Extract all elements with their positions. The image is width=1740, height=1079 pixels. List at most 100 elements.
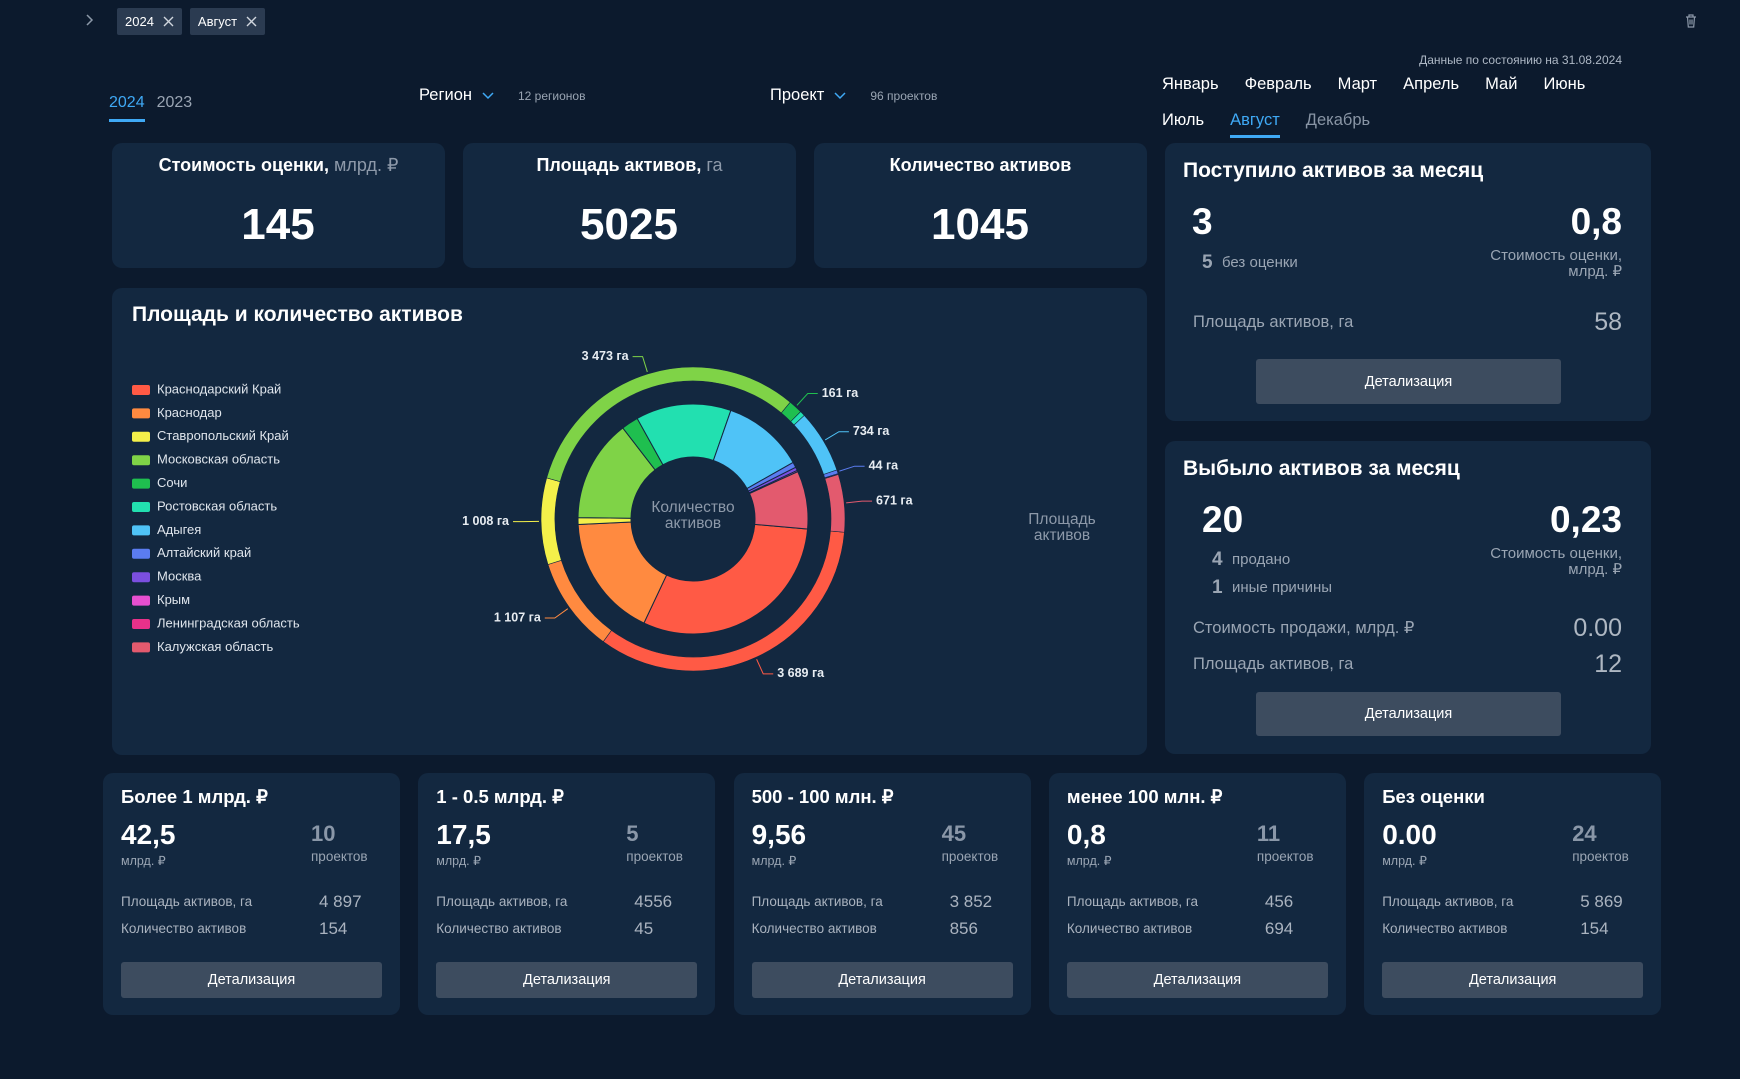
- kpi-title: Площадь активов, га: [463, 155, 796, 176]
- details-button[interactable]: Детализация: [436, 962, 698, 998]
- segment-value: 42,5: [121, 819, 176, 850]
- segment-title: 1 - 0.5 млрд. ₽: [436, 786, 564, 807]
- segment-row-value: 4 897: [319, 892, 362, 911]
- legend-label: Ставропольский Край: [157, 428, 289, 443]
- dropdown-chevron[interactable]: [834, 91, 846, 100]
- segment-unit: млрд. ₽: [1066, 853, 1112, 868]
- chart-title: Площадь и количество активов: [132, 302, 463, 326]
- kpi-title-text: Площадь активов,: [536, 155, 702, 175]
- kpi-value: 145: [241, 199, 315, 249]
- leader-line: [839, 465, 865, 472]
- leader-line: [756, 659, 774, 675]
- chevron: [834, 92, 846, 100]
- month-tab[interactable]: Июль: [1162, 111, 1205, 129]
- year-tabs: 2024 2023: [109, 92, 192, 122]
- segment-projects: 11: [1256, 821, 1281, 846]
- card-count: 20: [1202, 499, 1244, 540]
- month-tab[interactable]: Август: [1230, 109, 1280, 138]
- segment-unit: млрд. ₽: [436, 853, 482, 868]
- segment-label: 734 га: [853, 424, 891, 438]
- sub-label: без оценки: [1222, 254, 1298, 271]
- segment-label: 671 га: [876, 493, 914, 507]
- kpi-title-text: Стоимость оценки,: [158, 155, 329, 175]
- segment-row-label: Площадь активов, га: [436, 894, 568, 909]
- details-button[interactable]: Детализация: [1066, 962, 1328, 998]
- chip-remove[interactable]: [246, 16, 257, 27]
- legend-swatch: [132, 619, 150, 629]
- segment-row-label: Площадь активов, га: [1382, 894, 1514, 909]
- month-tab[interactable]: Февраль: [1244, 75, 1312, 93]
- row-value: 0.00: [1573, 614, 1622, 642]
- filter-chip[interactable]: Август: [189, 8, 266, 35]
- delete-icon[interactable]: [1684, 13, 1698, 29]
- sub-label: иные причины: [1232, 579, 1333, 596]
- details-button[interactable]: Детализация: [1382, 962, 1644, 998]
- dropdown-note: 12 регионов: [517, 88, 586, 103]
- ring-annotation: Площадь активов: [1028, 511, 1096, 544]
- chevron: [86, 14, 94, 26]
- dropdown-label[interactable]: Проект: [770, 86, 825, 104]
- chip-remove[interactable]: [163, 16, 174, 27]
- trash: [1686, 14, 1696, 28]
- row-label: Стоимость продажи, млрд. ₽: [1193, 619, 1415, 637]
- legend-swatch: [132, 525, 150, 536]
- legend-label: Краснодарский Край: [157, 381, 281, 396]
- dropdown: Проект 96 проектов: [770, 86, 937, 105]
- dropdown-note: 96 проектов: [870, 88, 938, 103]
- legend-label: Калужская область: [157, 639, 273, 654]
- legend-swatch: [132, 431, 150, 442]
- legend-swatch: [132, 572, 150, 583]
- month-tab[interactable]: Июнь: [1543, 75, 1586, 93]
- segment-label: 161 га: [822, 386, 860, 400]
- legend-label: Сочи: [157, 475, 187, 490]
- month-tab[interactable]: Март: [1337, 75, 1378, 93]
- legend-label: Крым: [157, 592, 190, 607]
- legend-swatch: [132, 408, 150, 419]
- legend-label: Ленинградская область: [157, 615, 300, 630]
- donut-chart: Краснодарский Край Краснодар Ставропольски…: [132, 349, 914, 680]
- expand-chevron[interactable]: [84, 12, 96, 28]
- details-button[interactable]: Детализация: [1256, 359, 1561, 404]
- segment-unit: млрд. ₽: [121, 853, 166, 868]
- segment-projects: 24: [1572, 821, 1597, 846]
- month-tab[interactable]: Апрель: [1403, 75, 1460, 93]
- kpi-card: [112, 143, 445, 268]
- segment-row-value: 856: [949, 919, 978, 938]
- legend-label: Москва: [157, 569, 202, 584]
- segment-row-label: Количество активов: [436, 921, 562, 936]
- year-tab[interactable]: 2024: [109, 92, 145, 122]
- sub-count: 1: [1212, 576, 1223, 598]
- row-label: Площадь активов, га: [1193, 655, 1354, 673]
- filter-chip[interactable]: 2024: [117, 8, 182, 35]
- legend-swatch: [132, 385, 150, 395]
- chevron: [482, 92, 494, 100]
- segment-unit: млрд. ₽: [1382, 853, 1427, 868]
- legend-label: Краснодар: [157, 405, 222, 420]
- dropdown-label[interactable]: Регион: [419, 86, 472, 104]
- details-button[interactable]: Детализация: [751, 962, 1013, 998]
- dropdown-chevron[interactable]: [482, 91, 494, 100]
- data-status: Данные по состоянию на 31.08.2024: [1419, 53, 1622, 67]
- row-value: 12: [1594, 650, 1622, 678]
- month-tab[interactable]: Январь: [1162, 75, 1219, 93]
- legend-swatch: [132, 595, 150, 606]
- details-button[interactable]: Детализация: [121, 962, 382, 998]
- cross: [163, 16, 174, 27]
- card-value-label: млрд. ₽: [1568, 561, 1622, 578]
- legend-swatch: [132, 642, 150, 653]
- segment-row-value: 154: [1580, 919, 1609, 938]
- segment-projects: 45: [941, 821, 967, 846]
- month-tab[interactable]: Май: [1485, 75, 1518, 93]
- segment-label: 3 473 га: [582, 349, 630, 363]
- month-tab[interactable]: Декабрь: [1305, 111, 1371, 129]
- legend-swatch: [132, 502, 150, 512]
- kpi-unit: млрд. ₽: [333, 155, 399, 175]
- segment-row-label: Площадь активов, га: [1066, 894, 1199, 909]
- segment-title: 500 - 100 млн. ₽: [751, 786, 894, 807]
- details-button[interactable]: Детализация: [1256, 692, 1561, 736]
- segment-row-value: 456: [1264, 892, 1294, 911]
- outer-segment: [540, 477, 562, 565]
- year-tab[interactable]: 2023: [156, 94, 193, 111]
- segment-row-label: Количество активов: [121, 921, 247, 936]
- leader-line: [824, 431, 849, 441]
